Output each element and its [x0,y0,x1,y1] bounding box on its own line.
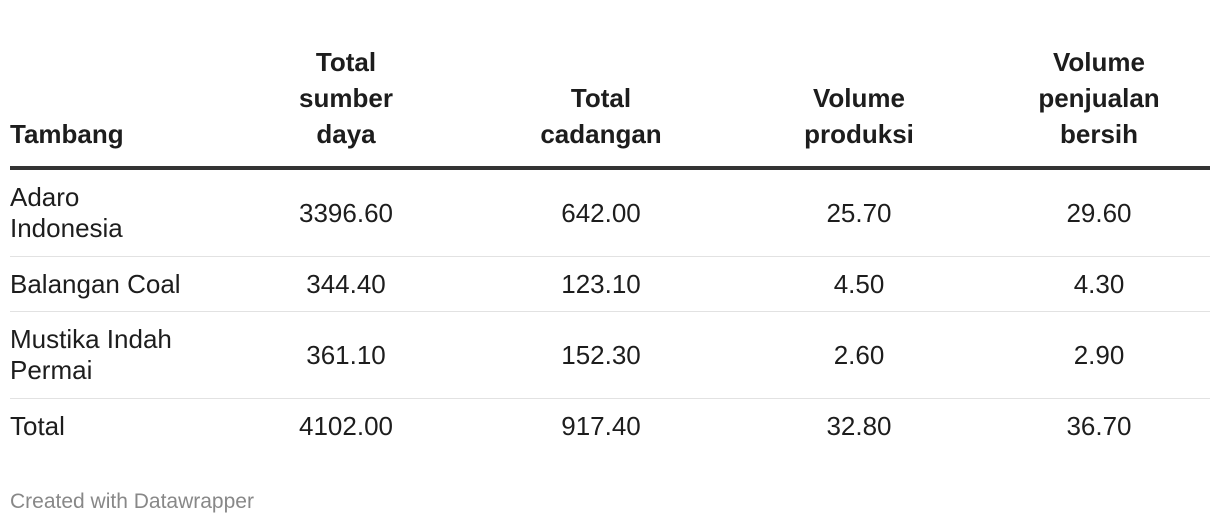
table-cell-volume-produksi: 4.50 [730,256,988,312]
table-row: Adaro Indonesia 3396.60 642.00 25.70 29.… [10,168,1210,257]
datawrapper-credit[interactable]: Created with Datawrapper [10,490,254,513]
column-header-volume-penjualan-bersih[interactable]: Volume penjualan bersih [988,44,1210,170]
column-header-label: Tambang [10,119,124,149]
table-cell-total-cadangan: 123.10 [472,256,730,312]
table-cell-volume-penjualan-bersih: 2.90 [988,311,1210,399]
data-table-container: Tambang Total sumber daya Total cadangan… [10,44,1210,453]
column-header-total-sumber-daya[interactable]: Total sumber daya [220,44,472,170]
cell-text: Adaro Indonesia [10,182,123,243]
table-cell-tambang: Mustika Indah Permai [10,311,220,399]
table-cell-total-sumber-daya: 3396.60 [220,168,472,257]
column-header-label: Volume produksi [804,83,914,149]
column-header-tambang[interactable]: Tambang [10,44,220,170]
table-cell-volume-penjualan-bersih: 29.60 [988,168,1210,257]
table-cell-total-sumber-daya: 4102.00 [299,410,393,441]
table-row: Balangan Coal 344.40 123.10 4.50 4.30 [10,256,1210,312]
table-cell-volume-produksi: 32.80 [826,410,892,441]
column-header-label: Volume penjualan bersih [1038,47,1160,149]
table-row: Mustika Indah Permai 361.10 152.30 2.60 … [10,311,1210,399]
table-cell-tambang: Balangan Coal [10,256,220,312]
table-cell-volume-penjualan-bersih: 4.30 [988,256,1210,312]
table-cell-total-sumber-daya: 344.40 [220,256,472,312]
table-cell-total-sumber-daya: 361.10 [220,311,472,399]
column-header-label: Total sumber daya [299,47,393,149]
table-cell-tambang: Total [10,399,220,454]
table-cell-total-cadangan: 152.30 [472,311,730,399]
column-header-label: Total cadangan [540,83,662,149]
table-row-total: Total 4102.00 917.40 32.80 36.70 [10,399,1210,454]
table-cell-volume-produksi: 25.70 [730,168,988,257]
table-header-row: Tambang Total sumber daya Total cadangan… [10,44,1210,170]
data-table: Tambang Total sumber daya Total cadangan… [10,44,1210,453]
table-cell-total-cadangan: 917.40 [561,410,641,441]
column-header-volume-produksi[interactable]: Volume produksi [730,44,988,170]
table-cell-volume-penjualan-bersih: 36.70 [1066,410,1132,441]
column-header-total-cadangan[interactable]: Total cadangan [472,44,730,170]
table-cell-total-cadangan: 642.00 [472,168,730,257]
table-cell-tambang: Adaro Indonesia [10,168,220,257]
cell-text: Total [10,410,65,441]
cell-text: Balangan Coal [10,268,181,299]
cell-text: Mustika Indah Permai [10,324,172,385]
table-cell-volume-produksi: 2.60 [730,311,988,399]
